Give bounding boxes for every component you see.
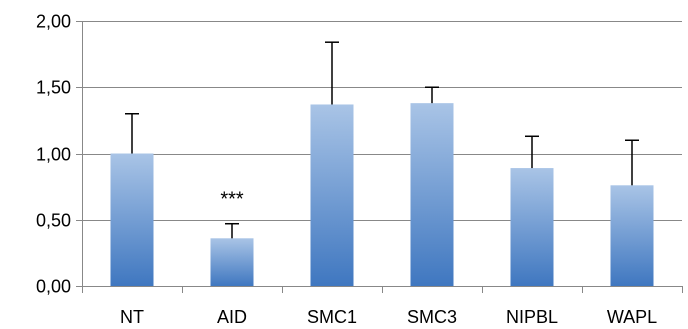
error-bars xyxy=(125,41,639,239)
x-tick-label: WAPL xyxy=(607,307,657,327)
significance-annotation: *** xyxy=(220,189,244,211)
gridlines xyxy=(82,21,682,221)
y-tick-label: 1,50 xyxy=(36,78,71,98)
x-tick-label: NT xyxy=(120,307,144,327)
bar-aid xyxy=(210,238,254,286)
bar-nt xyxy=(110,153,154,286)
x-tick-label: AID xyxy=(217,307,247,327)
bar-smc1 xyxy=(310,104,354,286)
bar-smc3 xyxy=(410,103,454,287)
y-tick-label: 0,50 xyxy=(36,211,71,231)
error-bar-smc3 xyxy=(425,86,439,104)
error-bar-smc1 xyxy=(325,41,339,105)
bar-wapl xyxy=(610,185,654,286)
error-bar-nt xyxy=(125,113,139,154)
error-bar-nipbl xyxy=(525,135,539,169)
x-tick-label: NIPBL xyxy=(506,307,558,327)
bars xyxy=(110,103,654,287)
x-tick-label: SMC3 xyxy=(407,307,457,327)
axes xyxy=(76,21,683,293)
y-tick-label: 1,00 xyxy=(36,145,71,165)
y-tick-label: 2,00 xyxy=(36,12,71,32)
y-tick-label: 0,00 xyxy=(36,277,71,297)
error-bar-aid xyxy=(225,222,239,239)
error-bar-wapl xyxy=(625,139,639,186)
x-tick-label: SMC1 xyxy=(307,307,357,327)
bar-nipbl xyxy=(510,168,554,286)
labels: 0,00 0,50 1,00 1,50 2,00 NT AID SMC1 SMC3 NIPBL WA… xyxy=(36,12,657,328)
